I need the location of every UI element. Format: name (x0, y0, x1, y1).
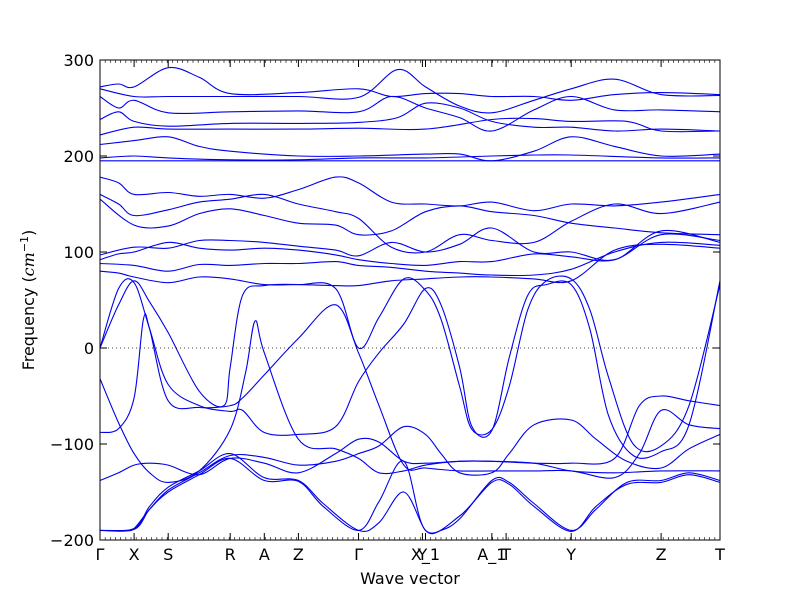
band-series-22 (99, 453, 721, 535)
y-tick-label: −200 (50, 531, 94, 550)
band-series-5 (99, 117, 721, 136)
band-series-17 (99, 278, 721, 459)
y-axis-label-prefix: Frequency ( (19, 276, 38, 370)
band-series-1 (99, 66, 721, 101)
band-series-14 (99, 241, 721, 277)
y-axis-ticks: −200 −100 0 100 200 300 (50, 51, 720, 550)
band-series-2 (99, 69, 721, 114)
x-tick-label: A (259, 545, 270, 564)
band-series-15 (99, 243, 721, 287)
x-tick-label: Z (656, 545, 667, 564)
x-tick-label: S (163, 545, 173, 564)
x-tick-label: T (500, 545, 511, 564)
band-series-4 (99, 102, 721, 132)
x-tick-label: Γ (354, 545, 363, 564)
x-tick-label: T (714, 545, 725, 564)
band-series-23 (99, 457, 721, 534)
band-series-18 (99, 320, 721, 483)
x-tick-label: R (225, 545, 236, 564)
x-tick-label: Y (417, 545, 428, 564)
x-tick-label: Z (293, 545, 304, 564)
plot-frame (99, 59, 721, 541)
y-axis-label: Frequency (cm−1) (18, 230, 38, 371)
x-axis-ticks: Γ X S R A Z Γ YX_1 A_1T Y Z T (96, 60, 725, 565)
x-tick-label: X_1 (411, 545, 440, 565)
x-axis-label: Wave vector (360, 569, 460, 588)
x-tick-label: Y (565, 545, 576, 564)
band-series-20 (99, 395, 721, 482)
y-axis-label-suffix: ) (19, 230, 38, 236)
band-series-13 (99, 233, 721, 267)
x-tick-label: X (129, 545, 140, 564)
y-axis-label-math: cm (19, 252, 38, 276)
band-lines (99, 66, 721, 535)
y-tick-label: 200 (63, 147, 94, 166)
band-series-7 (99, 154, 721, 161)
y-axis-label-sup: −1 (18, 236, 31, 252)
band-series-16 (99, 275, 721, 453)
band-series-3 (99, 95, 721, 132)
y-tick-label: 300 (63, 51, 94, 70)
y-tick-label: 100 (63, 243, 94, 262)
band-series-6 (99, 136, 721, 162)
band-series-10 (99, 193, 721, 254)
x-tick-label: Γ (96, 545, 105, 564)
band-series-11 (99, 198, 721, 236)
band-series-9 (99, 176, 721, 212)
band-series-19 (99, 304, 721, 479)
band-series-21 (99, 418, 721, 532)
y-tick-label: 0 (84, 339, 94, 358)
band-series-12 (99, 227, 721, 261)
y-tick-label: −100 (50, 435, 94, 454)
x-tick-label: A_1 (477, 545, 506, 565)
